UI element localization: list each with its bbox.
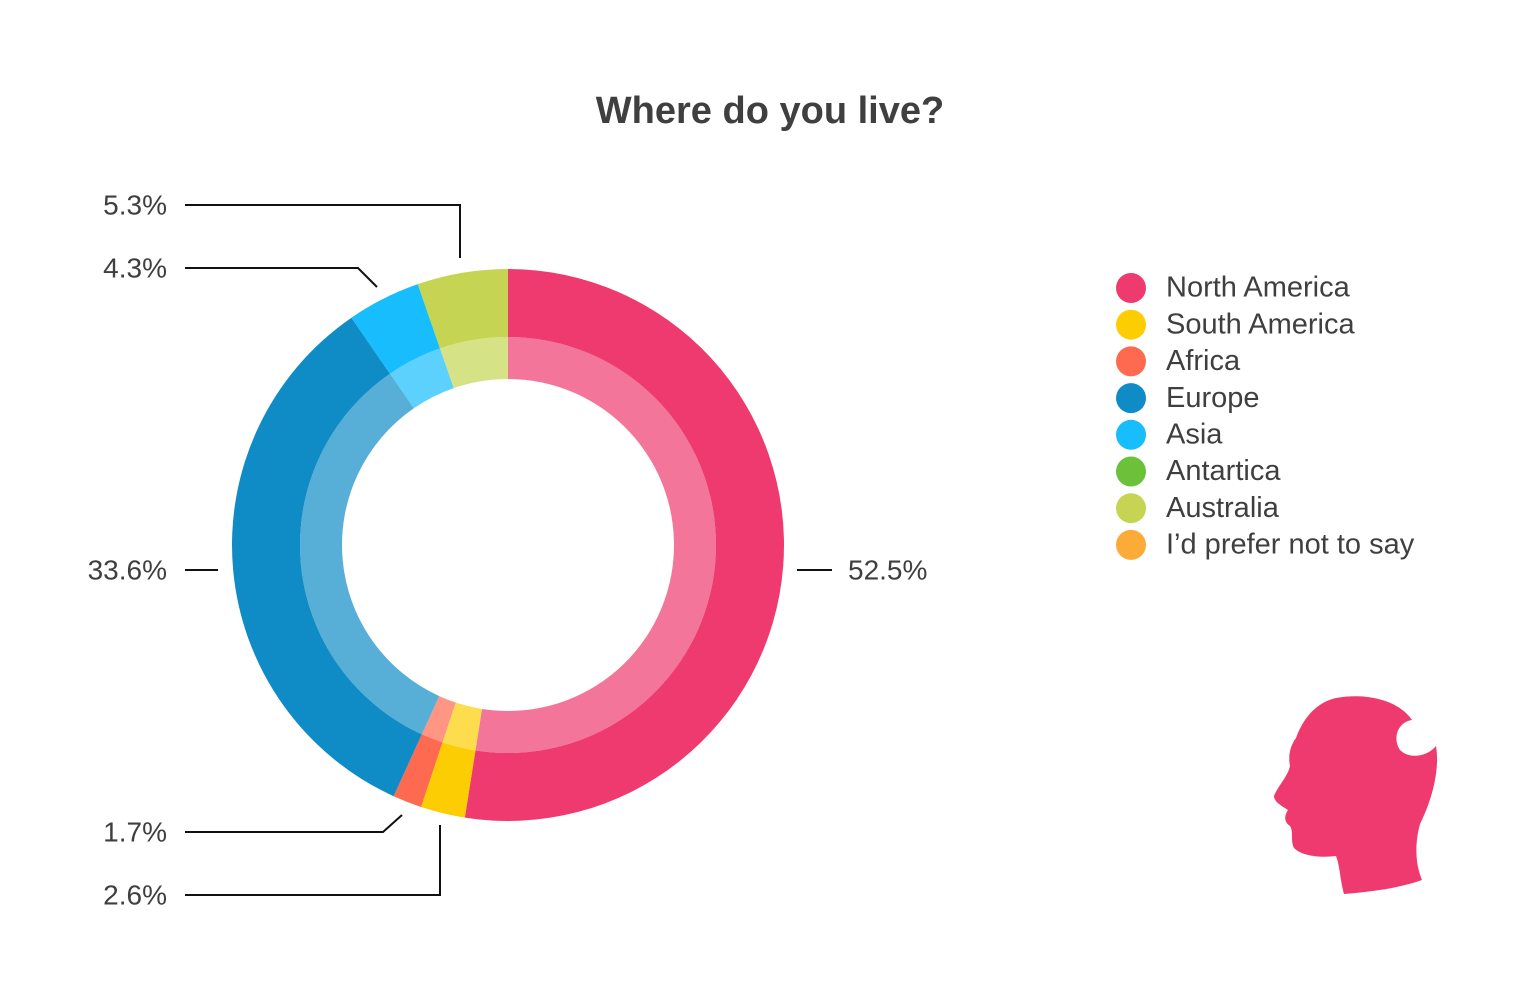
leader-line — [185, 267, 378, 288]
data-label: 5.3% — [103, 189, 167, 220]
legend-label: Europe — [1166, 382, 1260, 414]
legend-label: I’d prefer not to say — [1166, 529, 1415, 561]
legend-swatch — [1116, 273, 1146, 303]
donut-slice-inner — [390, 348, 454, 409]
data-label: 33.6% — [88, 554, 167, 585]
legend-swatch — [1116, 456, 1146, 487]
legend-label: Australia — [1166, 492, 1280, 524]
legend-swatch — [1116, 529, 1146, 560]
donut-slice — [351, 284, 441, 374]
donut-slice-inner — [475, 337, 717, 754]
donut-slice-inner — [421, 696, 456, 743]
legend-label: Africa — [1166, 345, 1241, 377]
legend-label: Antartica — [1166, 455, 1281, 487]
legend-label: Asia — [1166, 418, 1223, 450]
head-icon — [1274, 696, 1438, 894]
legend-swatch — [1116, 346, 1146, 377]
legend-swatch — [1116, 383, 1146, 414]
donut-slice — [421, 742, 476, 818]
legend-swatch — [1116, 493, 1146, 524]
leader-line — [185, 204, 461, 258]
data-label: 1.7% — [103, 816, 167, 847]
legend-label: North America — [1166, 272, 1351, 304]
chart-title: Where do you live? — [596, 90, 944, 132]
donut-slice — [232, 317, 422, 797]
data-label: 4.3% — [103, 252, 167, 283]
donut-slice — [393, 734, 443, 807]
donut-slice-inner — [440, 337, 508, 389]
donut-slice — [417, 269, 508, 349]
legend-label: South America — [1166, 308, 1355, 340]
legend-swatch — [1116, 419, 1146, 450]
legend-swatch — [1116, 309, 1146, 340]
donut-slice — [464, 269, 784, 822]
leader-line — [185, 825, 441, 896]
donut-slice-inner — [442, 702, 483, 751]
data-label: 2.6% — [103, 879, 167, 910]
leader-line — [185, 814, 403, 833]
data-label: 52.5% — [848, 554, 927, 585]
donut-slice-inner — [300, 373, 440, 735]
